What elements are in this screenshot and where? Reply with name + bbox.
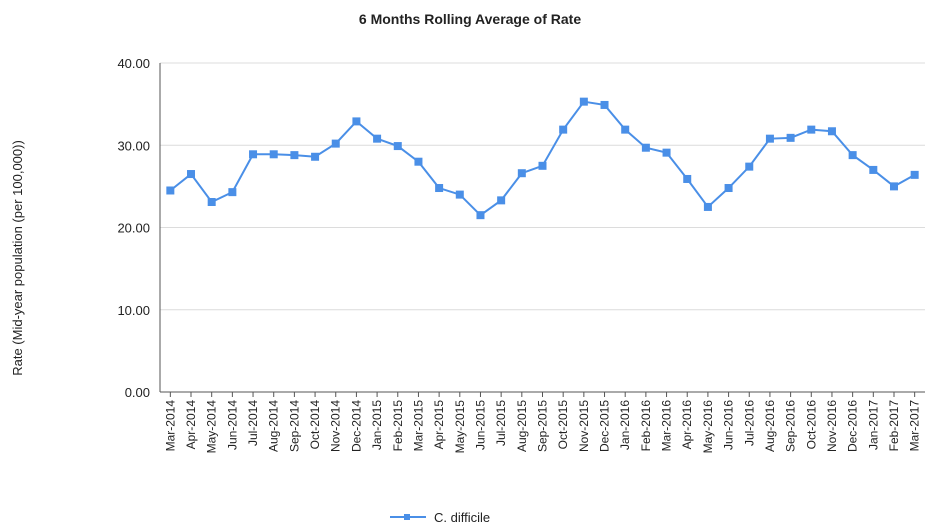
x-tick-label: Sep-2016 [784, 400, 798, 452]
x-tick-label: Feb-2017 [887, 400, 901, 452]
x-tick-label: Dec-2016 [846, 400, 860, 452]
point [600, 100, 609, 109]
x-tick-label: Jul-2016 [742, 400, 756, 446]
point [228, 188, 237, 197]
point [187, 170, 196, 179]
point [414, 157, 423, 166]
point [889, 182, 898, 191]
series-line [169, 100, 916, 217]
point [393, 142, 402, 151]
x-tick-label: Nov-2014 [329, 400, 343, 452]
x-tick-label: Dec-2015 [598, 400, 612, 452]
point [166, 186, 175, 195]
legend-label: C. difficile [434, 510, 490, 525]
x-tick-label: Sep-2015 [536, 400, 550, 452]
x-tick-label: Apr-2016 [680, 400, 694, 450]
x-tick-label: Jun-2014 [225, 400, 239, 450]
point [683, 174, 692, 183]
point [249, 150, 258, 159]
x-tick-label: Dec-2014 [349, 400, 363, 452]
x-tick-label: May-2016 [701, 400, 715, 454]
x-tick-label: Jul-2015 [494, 400, 508, 446]
x-tick-label: May-2015 [453, 400, 467, 454]
y-tick-label: 40.00 [117, 56, 150, 71]
y-tick-label: 0.00 [125, 385, 150, 400]
x-tick-label: Feb-2016 [639, 400, 653, 452]
point [703, 202, 712, 211]
x-tick-label: Mar-2016 [660, 400, 674, 452]
chart-title: 6 Months Rolling Average of Rate [359, 11, 581, 27]
x-tick-label: Jan-2015 [370, 400, 384, 450]
x-tick-label: Aug-2016 [763, 400, 777, 452]
point [745, 162, 754, 171]
x-tick-label: Aug-2014 [267, 400, 281, 452]
point [497, 196, 506, 205]
x-tick-label: Sep-2014 [287, 400, 301, 452]
x-tick-label: Mar-2014 [163, 400, 177, 452]
point [579, 97, 588, 106]
x-tick-label: Apr-2014 [184, 400, 198, 450]
point [559, 125, 568, 134]
point [207, 198, 216, 207]
x-tick-label: Jan-2017 [866, 400, 880, 450]
x-tick-label: Oct-2015 [556, 400, 570, 450]
y-tick-label: 30.00 [117, 138, 150, 153]
x-tick-label: Nov-2016 [825, 400, 839, 452]
x-tick-label: Jan-2016 [618, 400, 632, 450]
point [455, 190, 464, 199]
point [435, 184, 444, 193]
x-tick-label: Mar-2017 [908, 400, 922, 452]
x-tick-label: Mar-2015 [411, 400, 425, 452]
point [765, 134, 774, 143]
x-tick-label: Apr-2015 [432, 400, 446, 450]
x-tick-label: Oct-2014 [308, 400, 322, 450]
point [786, 133, 795, 142]
point [910, 170, 919, 179]
point [662, 148, 671, 157]
point [352, 117, 361, 126]
y-axis-title: Rate (Mid-year population (per 100,000)) [10, 140, 25, 376]
x-tick-label: Jul-2014 [246, 400, 260, 446]
point [827, 127, 836, 136]
point [517, 169, 526, 178]
point [621, 125, 630, 134]
x-tick-label: May-2014 [205, 400, 219, 454]
point [269, 150, 278, 159]
x-tick-label: Feb-2015 [391, 400, 405, 452]
point [848, 151, 857, 160]
point [807, 125, 816, 134]
point [538, 161, 547, 170]
y-tick-label: 20.00 [117, 221, 150, 236]
point [311, 152, 320, 161]
point [373, 134, 382, 143]
x-tick-label: Jun-2016 [722, 400, 736, 450]
point [290, 151, 299, 160]
point [331, 139, 340, 148]
point [869, 165, 878, 174]
point [641, 143, 650, 152]
legend-marker [404, 514, 410, 520]
x-tick-label: Jun-2015 [473, 400, 487, 450]
x-tick-label: Oct-2016 [804, 400, 818, 450]
point [724, 184, 733, 193]
x-tick-label: Aug-2015 [515, 400, 529, 452]
x-tick-label: Nov-2015 [577, 400, 591, 452]
point [476, 211, 485, 220]
y-tick-label: 10.00 [117, 303, 150, 318]
